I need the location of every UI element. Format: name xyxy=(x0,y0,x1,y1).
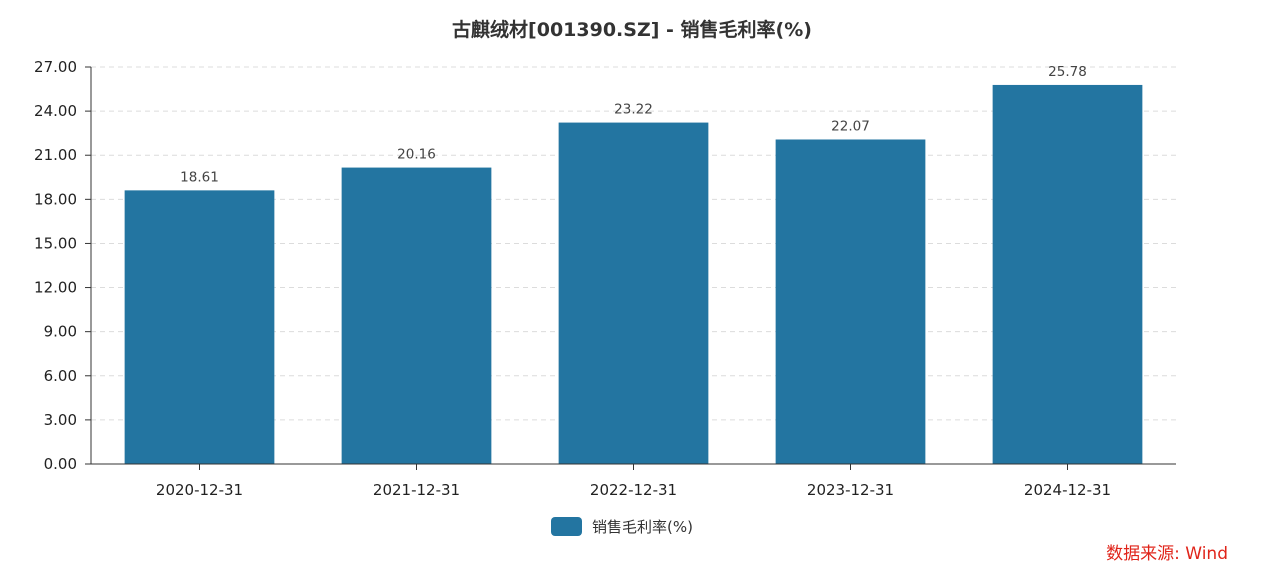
data-source: 数据来源: Wind xyxy=(1106,544,1228,564)
bar-value-label: 18.61 xyxy=(180,169,219,185)
bar-value-label: 23.22 xyxy=(614,102,653,118)
bar xyxy=(992,84,1143,465)
y-tick-label: 0.00 xyxy=(44,455,77,473)
bar-value-label: 22.07 xyxy=(831,118,870,134)
bar xyxy=(124,190,275,464)
legend: 销售毛利率(%) xyxy=(551,517,693,536)
y-tick-label: 18.00 xyxy=(34,190,77,208)
x-tick-label: 2020-12-31 xyxy=(156,481,243,499)
x-tick-label: 2023-12-31 xyxy=(807,481,894,499)
y-tick-label: 3.00 xyxy=(44,411,77,429)
bar xyxy=(341,167,492,464)
y-tick-label: 9.00 xyxy=(44,323,77,341)
y-tick-label: 21.00 xyxy=(34,146,77,164)
y-tick-label: 27.00 xyxy=(34,58,77,76)
axes: 0.00 3.00 6.00 9.00 12.00 15.00 18.00 21.00 24.0… xyxy=(34,58,1176,499)
x-tick-label: 2021-12-31 xyxy=(373,481,460,499)
legend-label: 销售毛利率(%) xyxy=(592,518,693,536)
bars: 18.61 20.16 23.22 22.07 25.78 xyxy=(124,64,1143,465)
bar-value-label: 20.16 xyxy=(397,147,436,163)
bar xyxy=(558,122,709,464)
bar-value-label: 25.78 xyxy=(1048,64,1087,80)
y-tick-label: 24.00 xyxy=(34,102,77,120)
x-tick-label: 2022-12-31 xyxy=(590,481,677,499)
y-tick-label: 6.00 xyxy=(44,367,77,385)
y-tick-label: 15.00 xyxy=(34,234,77,252)
y-tick-label: 12.00 xyxy=(34,279,77,297)
bar xyxy=(775,139,926,464)
legend-swatch xyxy=(551,517,582,536)
chart-title: 古麒绒材[001390.SZ] - 销售毛利率(%) xyxy=(452,18,812,41)
x-tick-label: 2024-12-31 xyxy=(1024,481,1111,499)
